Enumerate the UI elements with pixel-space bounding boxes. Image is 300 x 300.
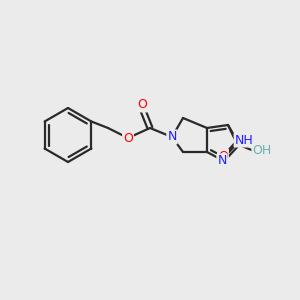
Text: N: N	[217, 154, 227, 167]
Text: O: O	[123, 131, 133, 145]
Text: O: O	[218, 149, 228, 163]
Text: O: O	[137, 98, 147, 112]
Text: OH: OH	[252, 145, 272, 158]
Text: N: N	[167, 130, 177, 143]
Text: NH: NH	[235, 134, 254, 146]
